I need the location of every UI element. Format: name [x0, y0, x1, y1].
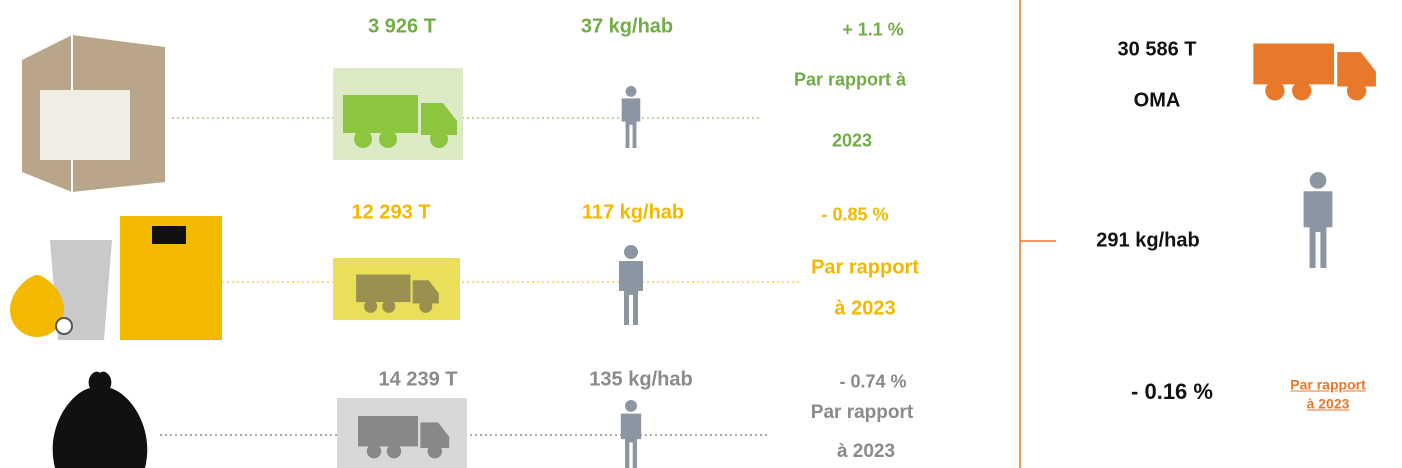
- comparison-link[interactable]: Par rapport: [1290, 376, 1365, 395]
- tonnage: 3 926 T: [368, 16, 436, 39]
- per-capita: 37 kg/hab: [581, 16, 673, 39]
- truck: [1253, 44, 1376, 101]
- per-capita: 117 kg/hab: [582, 202, 684, 225]
- note: Par rapport à: [794, 70, 906, 91]
- total-change: - 0.16 %: [1131, 379, 1213, 405]
- person: [619, 245, 643, 325]
- glass-container: [22, 35, 165, 192]
- total-label: OMA: [1134, 90, 1181, 113]
- note: Par rapport: [811, 402, 913, 424]
- yellow-bins: [10, 216, 222, 340]
- change: + 1.1 %: [842, 20, 904, 41]
- tonnage: 14 239 T: [379, 369, 458, 392]
- person: [1304, 172, 1333, 268]
- tonnage: 12 293 T: [352, 202, 431, 225]
- per-capita: 135 kg/hab: [589, 369, 692, 392]
- change: - 0.85 %: [821, 205, 888, 226]
- change: - 0.74 %: [839, 372, 906, 393]
- total-tonnage: 30 586 T: [1118, 39, 1197, 62]
- black-bag: [53, 372, 148, 468]
- note: à 2023: [837, 441, 895, 463]
- note: 2023: [832, 131, 872, 152]
- total-per-capita: 291 kg/hab: [1096, 230, 1199, 253]
- note: à 2023: [834, 298, 895, 321]
- note: Par rapport: [811, 257, 919, 280]
- infographic: 3 926 T 37 kg/hab + 1.1 % Par rapport à …: [0, 0, 1402, 468]
- person: [621, 400, 641, 468]
- person: [622, 86, 641, 148]
- comparison-link[interactable]: à 2023: [1307, 395, 1350, 414]
